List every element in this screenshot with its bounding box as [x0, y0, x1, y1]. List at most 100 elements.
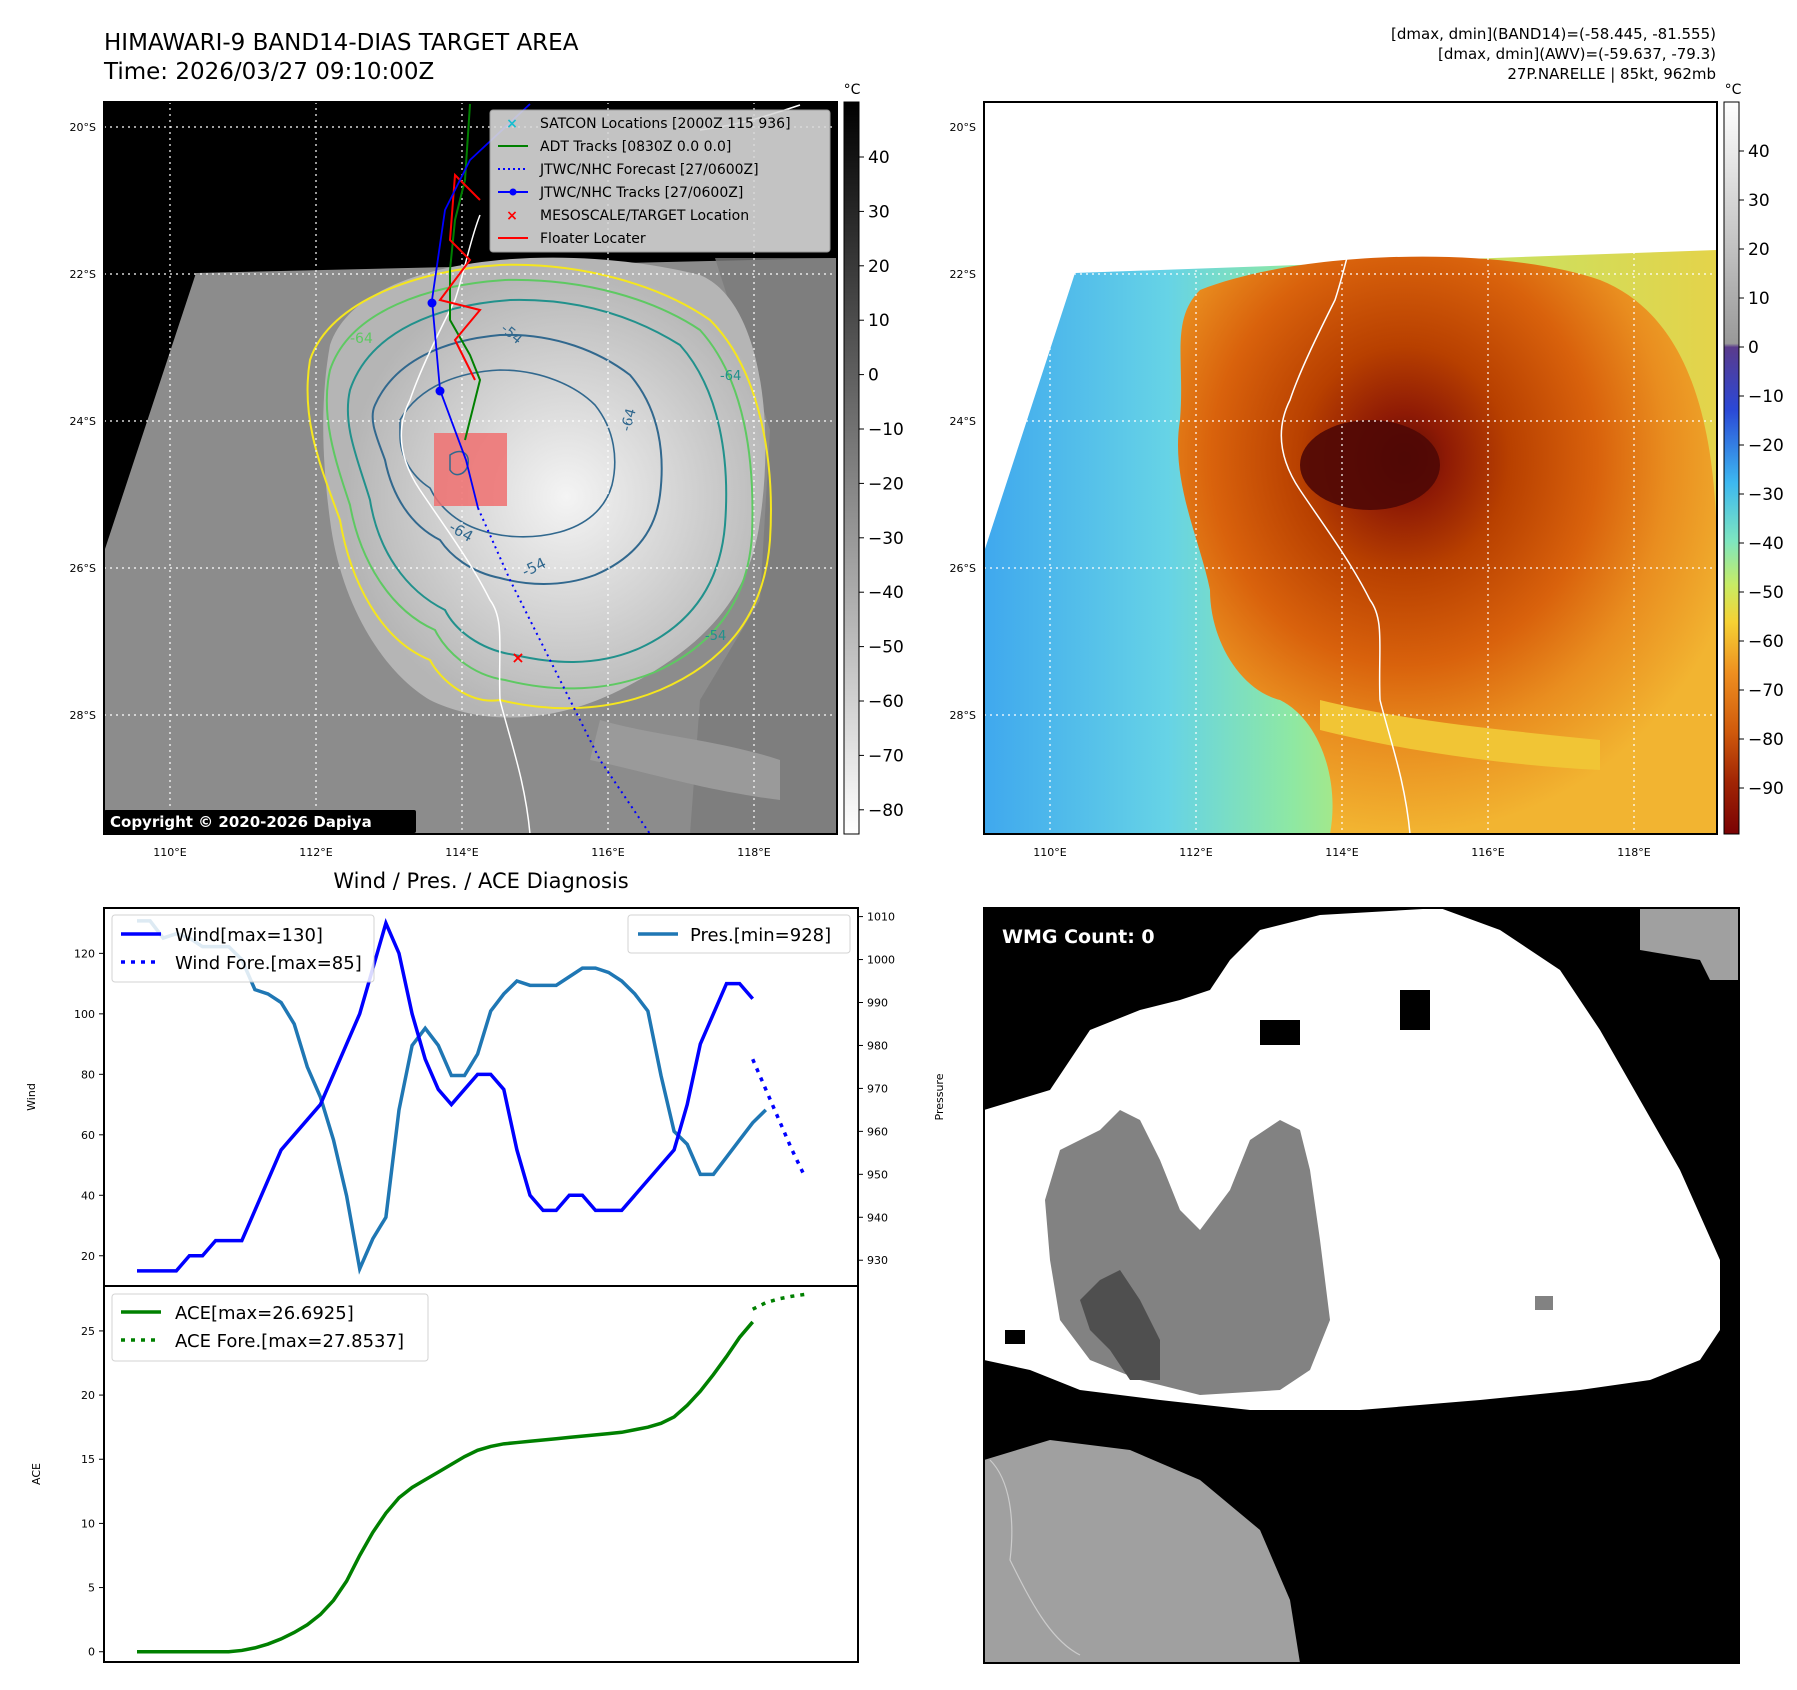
lon-label: 112°E: [299, 846, 332, 859]
colorbar-tick-label: −30: [868, 529, 904, 549]
pressure-legend: [627, 914, 851, 954]
pressure-tick-label: 1000: [867, 954, 895, 967]
colorbar-tick-label: −40: [868, 583, 904, 603]
colorbar-tick-label: −70: [1748, 681, 1784, 701]
mesoscale-target-box: [434, 433, 507, 506]
pressure-tick-label: 960: [867, 1125, 888, 1138]
wind-tick-label: 40: [81, 1189, 95, 1202]
legend-satcon: SATCON Locations [2000Z 115 936]: [540, 116, 791, 132]
title-line-1: HIMAWARI-9 BAND14-DIAS TARGET AREA: [104, 30, 579, 56]
wind-tick-label: 20: [81, 1250, 95, 1263]
ace-tick-label: 10: [81, 1517, 95, 1530]
ace-chart: 0 5 10 15 20 25 ACE ACE[max=26.6925] ACE Fore…: [30, 1285, 859, 1663]
ir-coastline: [400, 214, 531, 834]
ace-tick-label: 25: [81, 1325, 95, 1338]
lon-label: 116°E: [591, 846, 624, 859]
ace-tick-label: 20: [81, 1389, 95, 1402]
target-marker-icon: ×: [506, 208, 518, 224]
colorbar-tick-label: 0: [1748, 338, 1759, 358]
wind-tick-label: 60: [81, 1129, 95, 1142]
legend-wind-fore: Wind Fore.[max=85]: [175, 953, 362, 974]
colorbar-tick-label: 30: [868, 202, 890, 222]
wmg-frame: [983, 907, 1740, 1664]
colorbar-tick-label: −60: [868, 692, 904, 712]
lon-label: 116°E: [1471, 846, 1504, 859]
lon-label: 114°E: [445, 846, 478, 859]
ir-panel-frame: [103, 101, 838, 835]
wmg-lower-grey: [984, 1440, 1300, 1663]
ir-colorbar-unit: °C: [844, 82, 861, 98]
contour-teal: [346, 298, 728, 663]
color-colorbar: [1723, 101, 1740, 835]
ace-tick-label: 15: [81, 1453, 95, 1466]
legend-floater: Floater Locater: [540, 231, 646, 247]
wmg-panel: WMG Count: 0: [983, 907, 1740, 1664]
colorbar-tick-label: −90: [1748, 779, 1784, 799]
pressure-tick-label: 980: [867, 1039, 888, 1052]
legend-forecast: JTWC/NHC Forecast [27/0600Z]: [539, 162, 759, 178]
lat-label: 28°S: [950, 709, 976, 722]
pressure-ylabel: Pressure: [933, 1073, 946, 1120]
colorbar-tick-label: −50: [868, 638, 904, 658]
jtwc-track-point: [435, 386, 445, 396]
ace-legend: [111, 1293, 429, 1362]
wind-tick-label: 120: [74, 947, 95, 960]
color-panel-frame: [983, 101, 1718, 835]
legend-tracks: JTWC/NHC Tracks [27/0600Z]: [539, 185, 743, 201]
colorbar-tick-label: 20: [1748, 240, 1770, 260]
lon-label: 118°E: [1617, 846, 1650, 859]
legend-target: MESOSCALE/TARGET Location: [540, 208, 749, 224]
legend-wind: Wind[max=130]: [175, 925, 323, 946]
ir-colorbar: [843, 101, 860, 835]
colorbar-tick-label: 0: [868, 366, 879, 386]
copyright-text: Copyright © 2020-2026 Dapiya: [110, 813, 372, 831]
jtwc-track-point: [427, 298, 437, 308]
contour-yellow: [306, 263, 772, 710]
colorbar-tick-label: −60: [1748, 632, 1784, 652]
ir-legend: × SATCON Locations [2000Z 115 936] ADT T…: [489, 109, 831, 253]
colorbar-tick-label: 20: [868, 257, 890, 277]
wind-tick-label: 80: [81, 1068, 95, 1081]
ace-tick-label: 5: [88, 1582, 95, 1595]
colorbar-tick-label: −80: [868, 801, 904, 821]
color-colorbar-unit: °C: [1725, 82, 1742, 98]
color-coastline: [1280, 214, 1411, 834]
colorbar-tick-label: −80: [1748, 730, 1784, 750]
title-line-2: Time: 2026/03/27 09:10:00Z: [103, 59, 434, 85]
satcon-marker-icon: ×: [506, 116, 518, 132]
colorbar-tick-label: −30: [1748, 485, 1784, 505]
colorbar-tick-label: −10: [868, 420, 904, 440]
lat-label: 24°S: [70, 415, 96, 428]
colorbar-tick-label: 40: [868, 148, 890, 168]
pressure-tick-label: 970: [867, 1082, 888, 1095]
colorbar-tick-label: −20: [1748, 436, 1784, 456]
color-panel: 20°S 22°S 24°S 26°S 28°S 110°E 112°E 114…: [950, 82, 1784, 859]
pressure-tick-label: 930: [867, 1254, 888, 1267]
pressure-tick-label: 1010: [867, 911, 895, 924]
copyright-box: [104, 810, 416, 833]
contour-green: [325, 278, 754, 690]
colorbar-tick-label: 40: [1748, 142, 1770, 162]
ace-tick-label: 0: [88, 1646, 95, 1659]
lat-label: 22°S: [950, 268, 976, 281]
target-location-marker: ×: [511, 648, 524, 667]
ace-ylabel: ACE: [30, 1463, 43, 1485]
colorbar-tick-label: 30: [1748, 191, 1770, 211]
floater-locater-line: [438, 172, 482, 381]
contour-dark: [371, 333, 663, 585]
colorbar-tick-label: −70: [868, 746, 904, 766]
lat-label: 24°S: [950, 415, 976, 428]
contour-label: -54: [705, 629, 726, 644]
wmg-count-label: WMG Count: 0: [1002, 926, 1155, 948]
wind-line: [137, 917, 755, 1273]
pressure-tick-label: 990: [867, 997, 888, 1010]
contour-label: -64: [720, 369, 741, 384]
lon-label: 110°E: [153, 846, 186, 859]
colorbar-tick-label: 10: [1748, 289, 1770, 309]
lat-label: 26°S: [70, 562, 96, 575]
wmg-dark-region: [1080, 1270, 1160, 1380]
info-storm: 27P.NARELLE | 85kt, 962mb: [1507, 65, 1716, 83]
wmg-count-box: [994, 919, 1176, 953]
info-awv: [dmax, dmin](AWV)=(-59.637, -79.3): [1438, 45, 1716, 63]
